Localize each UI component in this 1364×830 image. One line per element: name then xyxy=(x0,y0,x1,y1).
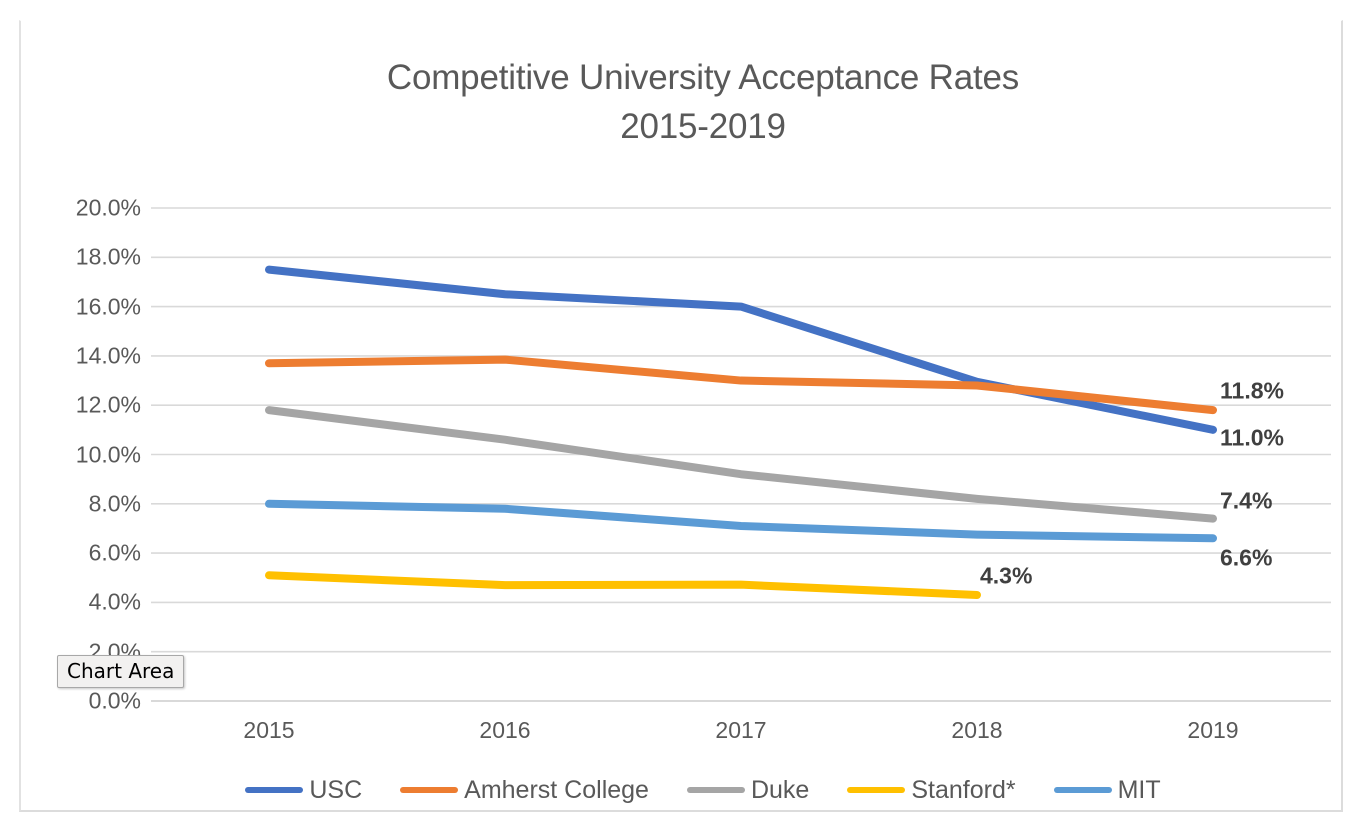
legend-item[interactable]: MIT xyxy=(1053,776,1161,804)
plot-area[interactable] xyxy=(151,207,1331,702)
x-axis-tick-label: 2017 xyxy=(715,717,767,743)
x-axis-tick-label: 2018 xyxy=(951,717,1003,743)
y-axis-tick-label: 16.0% xyxy=(75,293,141,320)
legend-item[interactable]: Duke xyxy=(686,776,810,804)
series-lines xyxy=(265,265,1217,600)
legend-item-label: MIT xyxy=(1117,776,1161,804)
y-axis-tick-label: 0.0% xyxy=(88,687,141,714)
legend-item-label: USC xyxy=(309,776,363,804)
series-line[interactable] xyxy=(265,355,1217,415)
chart-title: Competitive University Acceptance Rates … xyxy=(386,58,1020,146)
plot-svg xyxy=(151,207,1331,702)
legend-item-label: Amherst College xyxy=(464,776,649,804)
chart-area-tooltip: Chart Area xyxy=(57,655,185,688)
data-label: 4.3% xyxy=(980,562,1033,589)
legend-item[interactable]: USC xyxy=(245,776,362,804)
x-axis-tick-label: 2016 xyxy=(479,717,531,743)
legend-item[interactable]: Stanford* xyxy=(847,776,1016,804)
gridlines xyxy=(151,207,1331,702)
y-axis-tick-label: 8.0% xyxy=(88,490,141,517)
legend-swatch-icon xyxy=(1053,787,1112,793)
legend-item[interactable]: Amherst College xyxy=(400,776,649,804)
legend-swatch-icon xyxy=(686,787,745,793)
data-label: 6.6% xyxy=(1220,544,1273,571)
y-axis-tick-label: 10.0% xyxy=(75,441,141,467)
x-axis-tick-label: 2015 xyxy=(243,717,295,743)
x-axis: 2015 2016 2017 2018 2019 xyxy=(151,715,1331,749)
legend-swatch-icon xyxy=(245,787,304,793)
legend-swatch-icon xyxy=(847,787,906,793)
y-axis-tick-label: 4.0% xyxy=(88,588,141,615)
series-line[interactable] xyxy=(265,499,1217,543)
data-label: 11.0% xyxy=(1220,424,1284,451)
data-label: 7.4% xyxy=(1220,487,1273,514)
series-line[interactable] xyxy=(265,265,1217,434)
legend-item-label: Stanford* xyxy=(911,776,1016,804)
x-axis-tick-label: 2019 xyxy=(1187,717,1239,743)
y-axis-tick-label: 6.0% xyxy=(88,539,141,566)
y-axis-tick-label: 12.0% xyxy=(75,391,141,418)
y-axis-tick-label: 14.0% xyxy=(75,342,141,369)
legend-swatch-icon xyxy=(400,787,459,793)
data-label: 11.8% xyxy=(1220,377,1284,404)
y-axis-tick-label: 20.0% xyxy=(75,194,141,221)
y-axis: 0.0% 2.0% 4.0% 6.0% 8.0% 10.0% 12.0% 14.0% 16.0%… xyxy=(37,196,141,712)
chart-legend[interactable]: USC Amherst College Duke Stanford* MIT xyxy=(21,776,1364,804)
series-line[interactable] xyxy=(265,406,1217,523)
y-axis-tick-label: 18.0% xyxy=(75,243,141,270)
series-line[interactable] xyxy=(265,571,981,600)
chart-frame[interactable]: Competitive University Acceptance Rates … xyxy=(19,20,1343,812)
legend-item-label: Duke xyxy=(750,776,810,804)
